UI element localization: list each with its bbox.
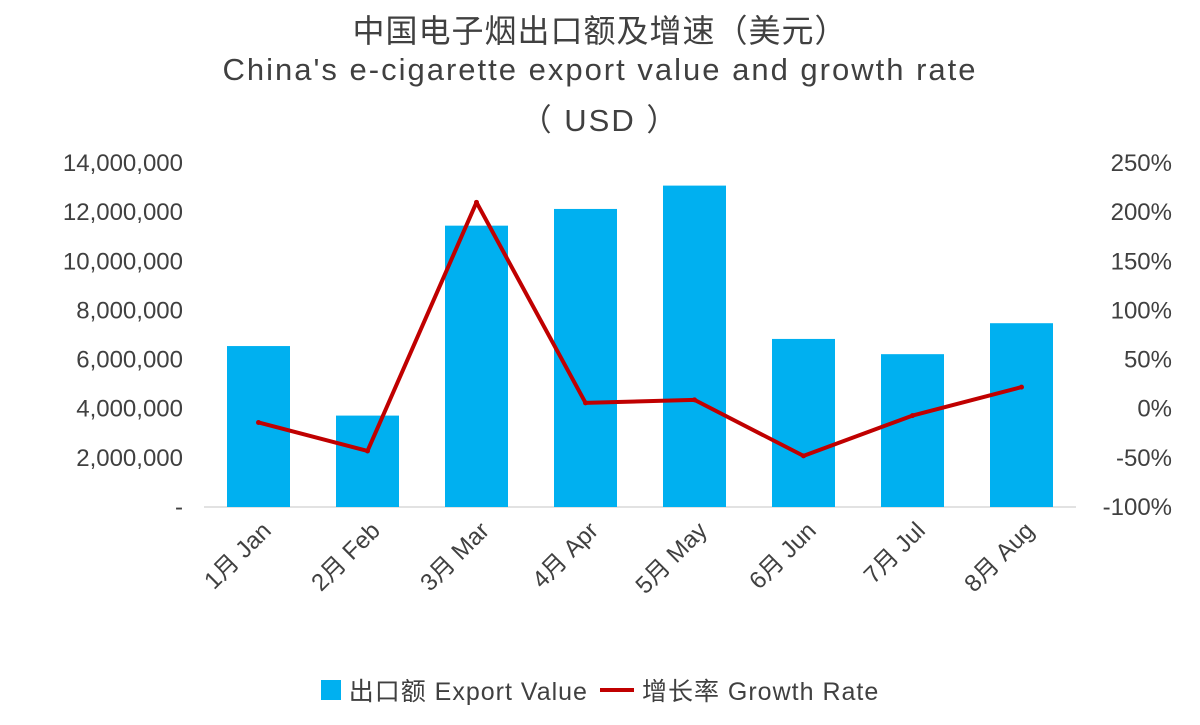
- point-growth-rate: [1019, 384, 1024, 390]
- y-left-tick-label: 2,000,000: [76, 445, 183, 472]
- legend-item-growth-rate: 增长率 Growth Rate: [599, 672, 880, 708]
- x-tick-label: 6月 Jun: [744, 517, 822, 595]
- bar-export-value: [881, 354, 944, 507]
- point-growth-rate: [256, 419, 261, 425]
- x-tick-label: 5月 May: [630, 517, 712, 599]
- bar-export-value: [336, 415, 399, 507]
- bar-export-value: [663, 185, 726, 507]
- y-right-tick-label: 150%: [1111, 248, 1172, 275]
- x-tick-label: 7月 Jul: [859, 517, 931, 589]
- y-left-tick-label: 4,000,000: [76, 396, 183, 423]
- legend-bar-swatch: [320, 680, 341, 700]
- point-growth-rate: [910, 413, 915, 419]
- y-left-tick-label: -: [175, 494, 183, 521]
- chart-title-unit: （ USD ）: [520, 103, 680, 138]
- y-right-tick-label: 250%: [1111, 150, 1172, 177]
- y-right-tick-label: -100%: [1103, 494, 1172, 521]
- y-right-tick-label: 100%: [1111, 297, 1172, 324]
- x-tick-label: 3月 Mar: [415, 517, 494, 596]
- y-left-tick-label: 6,000,000: [76, 347, 183, 374]
- chart-legend: 出口额 Export Value 增长率 Growth Rate: [0, 672, 1200, 708]
- legend-item-export-value: 出口额 Export Value: [320, 672, 588, 708]
- point-growth-rate: [365, 448, 370, 454]
- x-tick-label: 8月 Aug: [959, 517, 1039, 597]
- y-right-tick-label: 200%: [1111, 199, 1172, 226]
- point-growth-rate: [692, 397, 697, 403]
- x-tick-label: 2月 Feb: [306, 517, 385, 596]
- y-left-tick-label: 10,000,000: [63, 248, 183, 275]
- x-tick-label: 4月 Apr: [527, 517, 604, 594]
- y-right-tick-label: 50%: [1124, 347, 1172, 374]
- y-right-tick-label: 0%: [1137, 396, 1172, 423]
- point-growth-rate: [801, 453, 806, 459]
- bar-export-value: [445, 225, 508, 507]
- y-right-tick-label: -50%: [1116, 445, 1172, 472]
- bar-export-value: [554, 208, 617, 507]
- chart-title-cn: 中国电子烟出口额及增速（美元）: [352, 13, 848, 49]
- x-tick-label: 1月 Jan: [199, 517, 277, 595]
- bar-export-value: [772, 338, 835, 507]
- point-growth-rate: [583, 400, 588, 406]
- chart-title-en: China's e-cigarette export value and gro…: [222, 52, 978, 87]
- y-left-tick-label: 14,000,000: [63, 150, 183, 177]
- legend-line-swatch: [599, 688, 634, 692]
- y-left-tick-label: 8,000,000: [76, 297, 183, 324]
- legend-line-label: 增长率 Growth Rate: [641, 678, 880, 706]
- bar-export-value: [990, 323, 1053, 507]
- line-growth-rate: [256, 200, 1024, 458]
- point-growth-rate: [474, 199, 479, 205]
- legend-bar-label: 出口额 Export Value: [348, 678, 588, 706]
- y-left-tick-label: 12,000,000: [63, 199, 183, 226]
